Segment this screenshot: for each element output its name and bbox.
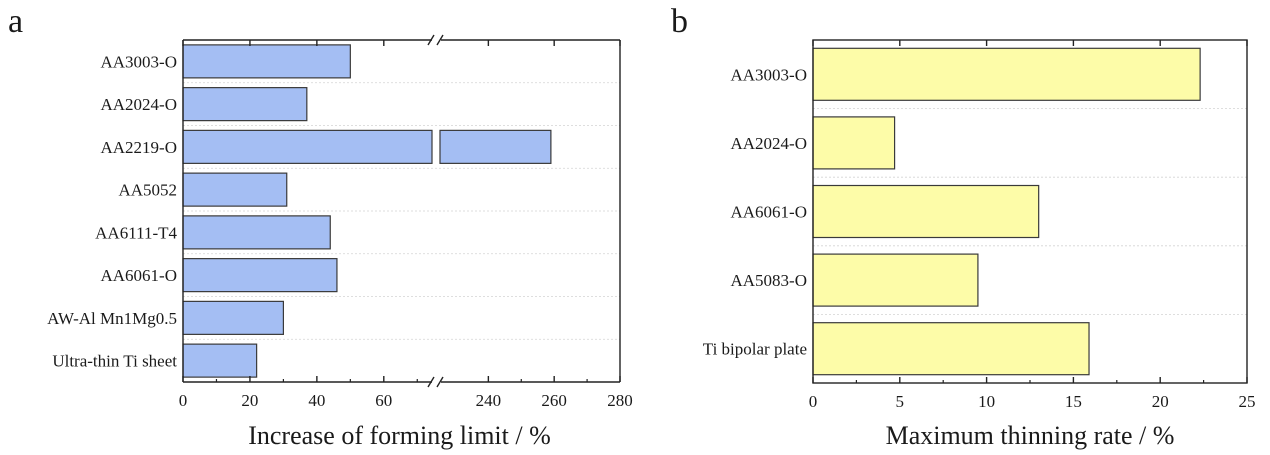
bar-AA3003-O	[812, 47, 1201, 101]
x-tick-label: 60	[375, 391, 392, 410]
x-tick-label: 240	[476, 391, 502, 410]
x-tick-label: 260	[541, 391, 567, 410]
axis-break-mark	[427, 34, 435, 46]
x-tick-label: 10	[978, 392, 995, 411]
bar-AW-Al Mn1Mg0.5	[182, 300, 285, 335]
bar-AA3003-O	[182, 44, 351, 79]
axis-break-mark	[436, 34, 444, 46]
y-tick-label: AA2024-O	[101, 95, 178, 114]
y-tick-label: AA2219-O	[101, 138, 178, 157]
bar-AA2219-O	[182, 129, 433, 164]
bar-AA5083-O	[812, 253, 979, 307]
panel-b-chart: b AA3003-O AA2024-O AA6061-O AA5083-O Ti bipo…	[671, 3, 1256, 450]
axis-break-mark	[427, 376, 435, 388]
y-tick-label: AA5083-O	[731, 271, 808, 290]
y-tick-label: Ultra-thin Ti sheet	[52, 352, 177, 371]
x-axis-label: Increase of forming limit / %	[248, 421, 551, 450]
bar-AA5052	[182, 172, 288, 207]
y-tick-label: AA6061-O	[731, 203, 808, 222]
y-tick-label: AA3003-O	[101, 52, 178, 71]
x-tick-label: 20	[241, 391, 258, 410]
x-tick-label: 0	[179, 391, 188, 410]
x-tick-label: 280	[607, 391, 633, 410]
y-tick-label: AA6061-O	[101, 266, 178, 285]
bar-AA6061-O	[182, 258, 338, 293]
axis-break-mark	[436, 376, 444, 388]
x-tick-label: 20	[1152, 392, 1169, 411]
bar-AA2024-O	[812, 116, 896, 170]
x-tick-label: 15	[1065, 392, 1082, 411]
bar-AA2219-O-after-break	[439, 129, 552, 164]
panel-a-chart: a AA3003-O AA2024-O AA2219-O AA5052 AA6111-T4…	[8, 3, 633, 450]
x-tick-label: 0	[809, 392, 818, 411]
y-tick-label: AA2024-O	[731, 134, 808, 153]
y-tick-label: AA5052	[118, 181, 177, 200]
bar-AA2024-O	[182, 87, 308, 122]
x-tick-label: 25	[1239, 392, 1256, 411]
y-tick-label: Ti bipolar plate	[703, 340, 807, 359]
x-tick-label: 40	[308, 391, 325, 410]
x-axis-label: Maximum thinning rate / %	[886, 421, 1175, 450]
bar-Ultra-thin Ti sheet	[182, 343, 258, 378]
y-tick-label: AA3003-O	[731, 65, 808, 84]
x-tick-label: 5	[896, 392, 905, 411]
panel-label-b: b	[671, 3, 688, 40]
bar-AA6061-O	[812, 184, 1040, 239]
panel-label-a: a	[8, 3, 23, 40]
bar-AA6111-T4	[182, 215, 331, 250]
y-tick-label: AA6111-T4	[95, 223, 177, 242]
y-tick-label: AW-Al Mn1Mg0.5	[47, 309, 177, 328]
bar-Ti bipolar plate	[812, 322, 1090, 376]
